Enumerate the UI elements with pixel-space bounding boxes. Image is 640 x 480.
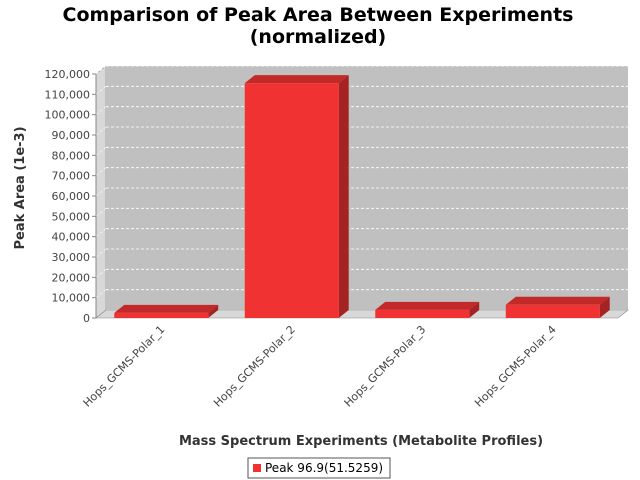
y-tick-label: 30,000 (52, 251, 91, 264)
bar-top-face (114, 304, 219, 313)
bar (114, 304, 219, 318)
legend: Peak 96.9(51.5259) (247, 457, 391, 479)
y-tick-label: 40,000 (52, 231, 91, 244)
y-tick-label: 60,000 (52, 190, 91, 203)
grid-line-wall (95, 228, 107, 237)
bar-side-face (338, 75, 349, 319)
bar-top-face (505, 296, 610, 305)
grid-line-wall (95, 289, 107, 298)
y-tick-label: 20,000 (52, 271, 91, 284)
legend-label: Peak 96.9(51.5259) (265, 461, 383, 475)
y-axis: 0 10,000 20,000 30,000 40,000 50,000 60,000 70,… (45, 68, 97, 325)
y-axis-title: Peak Area (1e-3) (13, 126, 28, 249)
bar (244, 75, 349, 319)
bar-side-face (208, 304, 219, 318)
bar-top-face (375, 301, 480, 310)
grid-line-wall (95, 106, 107, 115)
bar (505, 296, 610, 318)
grid-line-wall (95, 208, 107, 217)
grid-line-wall (95, 86, 107, 95)
x-tick-label: Hops_GCMS-Polar_4 (472, 323, 559, 410)
grid-line-wall (95, 248, 107, 258)
x-tick-label: Hops_GCMS-Polar_3 (342, 323, 429, 410)
grid-line-wall (95, 187, 107, 197)
y-tick-label: 0 (83, 312, 90, 325)
bar-front-face (244, 83, 339, 319)
grid-line-wall (95, 269, 107, 278)
bar-side-face (599, 296, 610, 318)
y-tick-label: 100,000 (45, 109, 91, 122)
x-axis: Hops_GCMS-Polar_1 Hops_GCMS-Polar_2 Hops_G… (81, 323, 559, 410)
bars (114, 75, 610, 319)
grid-line-wall (95, 167, 107, 176)
y-tick-label: 120,000 (45, 68, 91, 81)
grid-lines (95, 65, 628, 298)
grid-line-wall (95, 126, 107, 136)
bar-front-face (114, 312, 209, 318)
bar-front-face (375, 309, 470, 318)
grid-line-wall (95, 65, 107, 75)
legend-box (247, 457, 391, 479)
x-tick-label: Hops_GCMS-Polar_2 (211, 323, 298, 410)
y-tick-label: 50,000 (52, 210, 91, 223)
y-tick-label: 70,000 (52, 170, 91, 183)
chart-title-line2: (normalized) (250, 26, 387, 48)
bar (375, 301, 480, 318)
x-axis-title: Mass Spectrum Experiments (Metabolite Pr… (179, 434, 543, 449)
chart-title-line1: Comparison of Peak Area Between Experime… (63, 4, 574, 26)
legend-swatch (253, 464, 261, 472)
plot-background (95, 65, 629, 319)
bar-top-face (244, 75, 349, 84)
y-tick-label: 80,000 (52, 149, 91, 162)
grid-line-wall (95, 147, 107, 156)
y-tick-label: 90,000 (52, 129, 91, 142)
y-tick-label: 110,000 (45, 88, 91, 101)
bar-front-face (505, 304, 600, 318)
x-tick-label: Hops_GCMS-Polar_1 (81, 323, 168, 410)
y-tick-label: 10,000 (52, 292, 91, 305)
bar-side-face (469, 301, 480, 318)
